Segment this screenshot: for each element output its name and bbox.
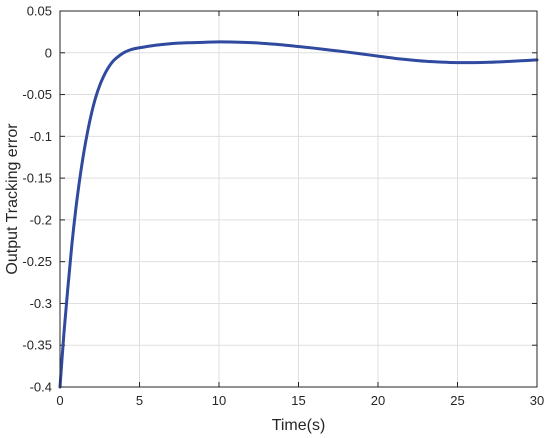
series-layer — [58, 40, 539, 389]
grid-lines — [60, 11, 537, 387]
x-tick-label: 20 — [371, 393, 385, 408]
y-tick-label: -0.05 — [22, 87, 52, 102]
y-tick-label: 0.05 — [27, 4, 52, 19]
y-tick-label: -0.4 — [30, 380, 52, 395]
y-tick-label: -0.2 — [30, 212, 52, 227]
y-tick-label: -0.35 — [22, 338, 52, 353]
y-tick-label: -0.25 — [22, 254, 52, 269]
y-axis-label: Output Tracking error — [4, 123, 21, 275]
x-tick-labels: 0 5 10 15 20 25 30 — [56, 393, 544, 408]
x-tick-label: 15 — [291, 393, 305, 408]
x-tick-label: 10 — [212, 393, 226, 408]
y-tick-label: -0.15 — [22, 171, 52, 186]
x-tick-label: 30 — [530, 393, 544, 408]
x-axis-label: Time(s) — [272, 417, 326, 434]
y-tick-labels: 0.05 0 -0.05 -0.1 -0.15 -0.2 -0.25 -0.3 -0.35 -0.… — [22, 4, 52, 395]
x-tick-label: 5 — [136, 393, 143, 408]
series-line — [58, 40, 539, 389]
y-tick-label: -0.3 — [30, 296, 52, 311]
y-tick-label: -0.1 — [30, 129, 52, 144]
x-tick-label: 0 — [56, 393, 63, 408]
y-tick-label: 0 — [45, 45, 52, 60]
plot-frame — [59, 10, 538, 388]
x-tick-label: 25 — [450, 393, 464, 408]
